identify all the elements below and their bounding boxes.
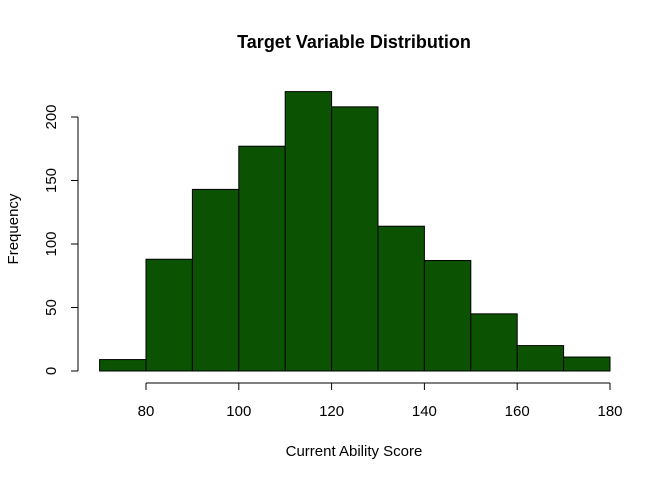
histogram-bar bbox=[423, 260, 472, 372]
histogram-bar bbox=[563, 356, 611, 372]
histogram-bar bbox=[145, 258, 193, 372]
x-tick-label: 180 bbox=[597, 403, 622, 420]
histogram-bar bbox=[331, 106, 379, 372]
histogram-bar bbox=[191, 188, 240, 372]
histogram-bar bbox=[284, 91, 333, 372]
histogram-bar bbox=[516, 345, 565, 372]
chart-title: Target Variable Distribution bbox=[237, 32, 471, 52]
x-tick-label: 120 bbox=[319, 403, 344, 420]
bars-group bbox=[99, 91, 611, 372]
x-tick-label: 100 bbox=[226, 403, 251, 420]
x-axis: 80 100 120 140 160 180 bbox=[138, 382, 623, 420]
y-tick-label: 200 bbox=[43, 104, 60, 129]
y-tick-label: 150 bbox=[43, 168, 60, 193]
histogram-bar bbox=[470, 313, 518, 372]
x-tick-label: 80 bbox=[138, 403, 155, 420]
histogram-bar bbox=[377, 225, 425, 372]
histogram-bar bbox=[238, 145, 286, 372]
x-tick-label: 160 bbox=[505, 403, 530, 420]
x-tick-label: 140 bbox=[412, 403, 437, 420]
y-axis-label: Frequency bbox=[5, 193, 22, 264]
x-axis-label: Current Ability Score bbox=[286, 443, 423, 460]
y-axis: 0 50 100 150 200 bbox=[43, 104, 79, 375]
y-tick-label: 100 bbox=[43, 231, 60, 256]
y-tick-label: 50 bbox=[43, 299, 60, 316]
histogram-bar bbox=[99, 359, 147, 372]
y-tick-label: 0 bbox=[43, 367, 60, 375]
